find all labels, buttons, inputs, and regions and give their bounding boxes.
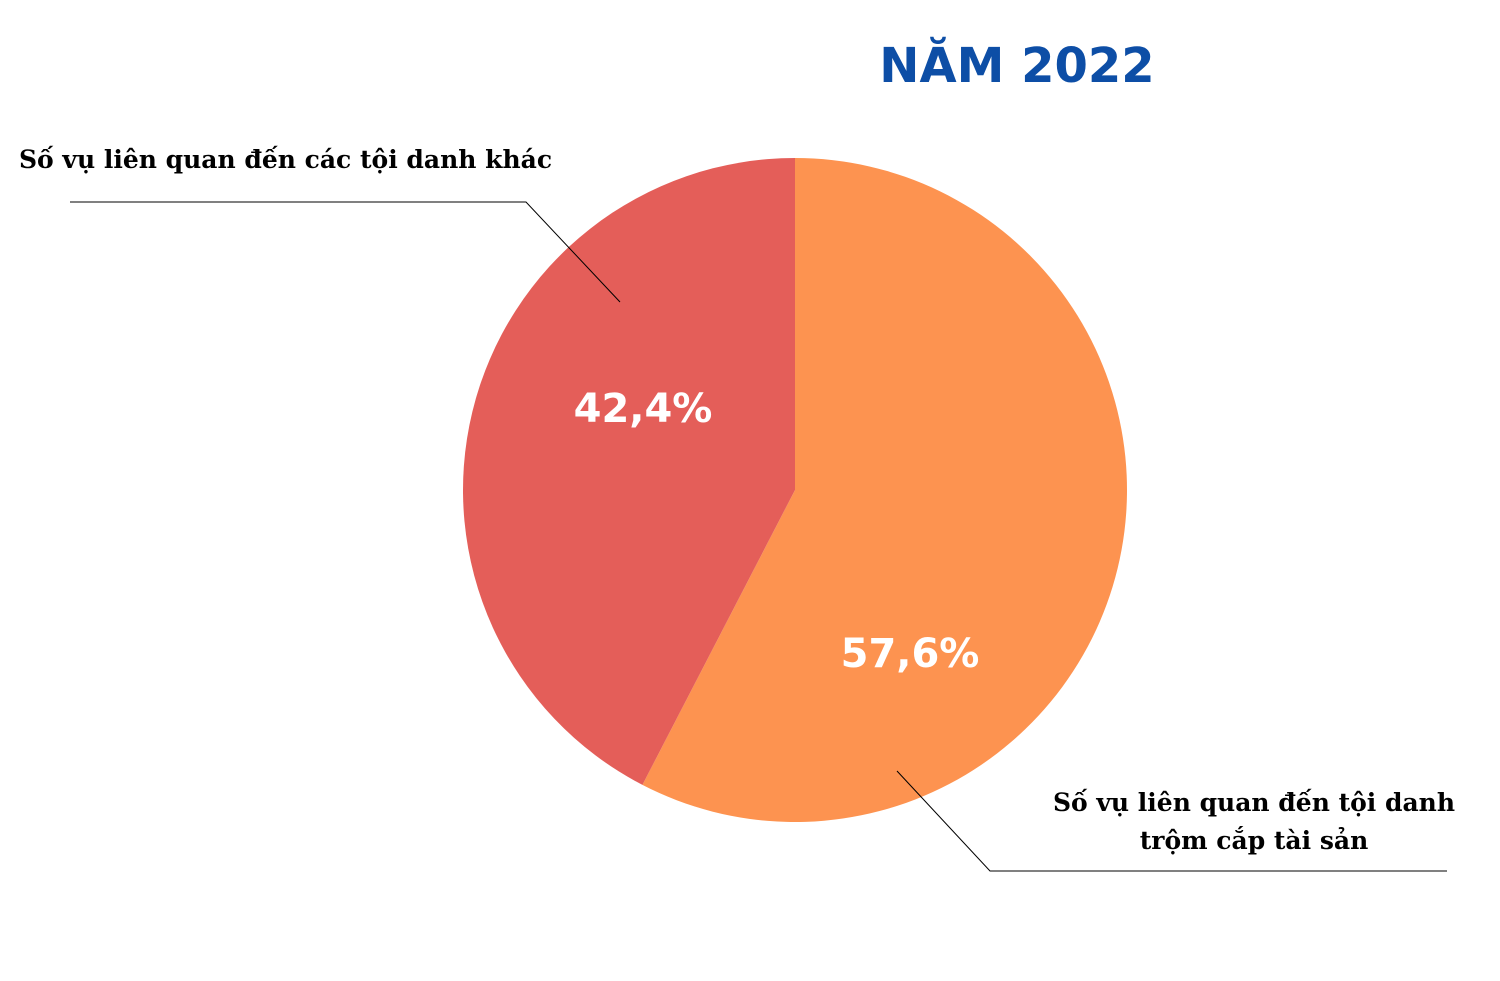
- leader-line-other-crimes: [70, 201, 621, 303]
- legend-label-other-crimes: Số vụ liên quan đến các tội danh khác: [19, 145, 552, 174]
- slice-other-crimes: [463, 158, 795, 785]
- leader-line-theft: [896, 770, 1447, 872]
- slice-other-crimes-value-label: 42,4%: [574, 386, 713, 432]
- legend-label-theft-line-1: Số vụ liên quan đến tội danh: [1053, 788, 1455, 817]
- chart-title: NĂM 2022: [879, 37, 1154, 94]
- slice-theft: [642, 158, 1128, 822]
- slice-theft-value-label: 57,6%: [841, 631, 980, 677]
- legend-label-theft-line-2: trộm cắp tài sản: [1140, 826, 1369, 855]
